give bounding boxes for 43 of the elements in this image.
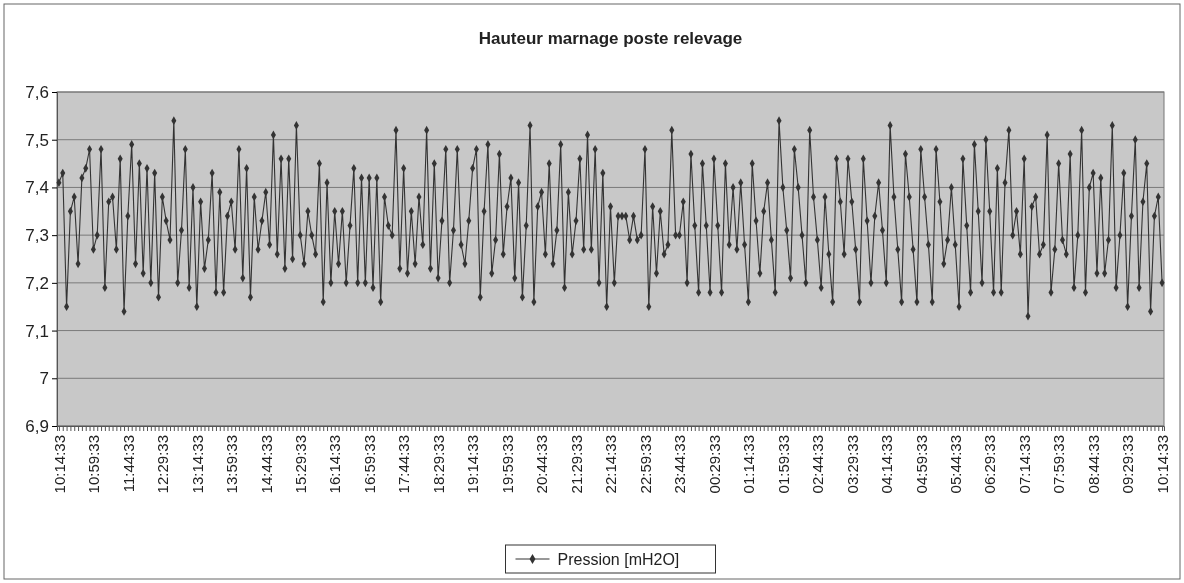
y-tick-label: 7,1 bbox=[25, 321, 49, 341]
x-tick-label: 17:44:33 bbox=[395, 435, 413, 494]
x-tick-label: 20:44:33 bbox=[533, 435, 551, 494]
x-tick-label: 18:29:33 bbox=[429, 435, 447, 494]
y-tick-label: 7,2 bbox=[25, 273, 49, 293]
y-tick-label: 6,9 bbox=[25, 416, 49, 436]
x-tick-label: 22:59:33 bbox=[636, 435, 654, 494]
x-tick-label: 19:14:33 bbox=[464, 435, 482, 494]
x-tick-label: 00:29:33 bbox=[705, 435, 723, 494]
x-tick-label: 23:44:33 bbox=[671, 435, 689, 494]
x-tick-label: 11:44:33 bbox=[119, 435, 137, 493]
x-tick-label: 01:59:33 bbox=[774, 435, 792, 494]
y-tick-label: 7,5 bbox=[25, 130, 49, 150]
x-tick-label: 10:59:33 bbox=[85, 435, 103, 494]
x-tick-label: 13:14:33 bbox=[188, 435, 206, 494]
x-tick-label: 13:59:33 bbox=[223, 435, 241, 494]
x-tick-label: 04:59:33 bbox=[912, 435, 930, 494]
x-tick-label: 22:14:33 bbox=[602, 435, 620, 494]
x-tick-label: 08:44:33 bbox=[1084, 435, 1102, 494]
y-tick-label: 7,6 bbox=[25, 82, 49, 102]
x-tick-label: 05:44:33 bbox=[946, 435, 964, 494]
x-tick-label: 04:14:33 bbox=[878, 435, 896, 494]
y-tick-label: 7,4 bbox=[25, 178, 49, 198]
x-tick-label: 06:29:33 bbox=[981, 435, 999, 494]
x-tick-label: 01:14:33 bbox=[740, 435, 758, 494]
x-tick-label: 14:44:33 bbox=[257, 435, 275, 494]
y-tick-label: 7 bbox=[39, 369, 49, 389]
x-tick-label: 02:44:33 bbox=[809, 435, 827, 494]
legend-label: Pression [mH2O] bbox=[557, 550, 680, 568]
x-tick-label: 10:14:33 bbox=[1153, 435, 1171, 494]
x-tick-label: 10:14:33 bbox=[50, 435, 68, 494]
x-tick-label: 07:14:33 bbox=[1015, 435, 1033, 494]
x-tick-label: 16:14:33 bbox=[326, 435, 344, 494]
x-tick-label: 12:29:33 bbox=[154, 435, 172, 494]
x-tick-label: 19:59:33 bbox=[498, 435, 516, 494]
x-tick-label: 15:29:33 bbox=[291, 435, 309, 494]
x-tick-label: 03:29:33 bbox=[843, 435, 861, 494]
x-tick-label: 09:29:33 bbox=[1119, 435, 1137, 494]
chart-title: Hauteur marnage poste relevage bbox=[478, 29, 743, 48]
y-tick-label: 7,3 bbox=[25, 226, 49, 246]
x-tick-label: 07:59:33 bbox=[1050, 435, 1068, 494]
x-tick-label: 16:59:33 bbox=[360, 435, 378, 494]
x-tick-label: 21:29:33 bbox=[567, 435, 585, 494]
